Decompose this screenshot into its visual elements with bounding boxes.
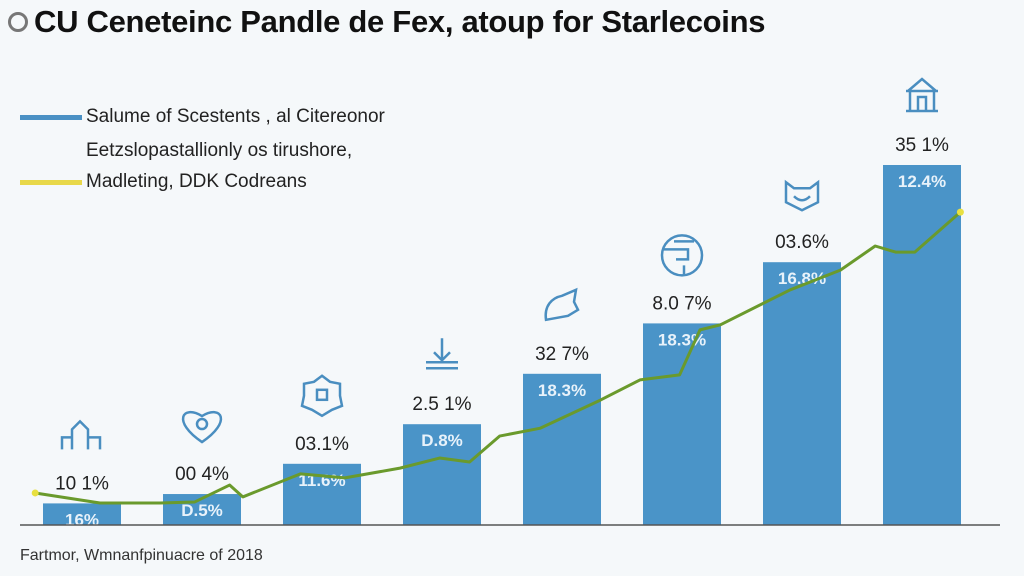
legend-label: Madleting, DDK Codreans	[86, 171, 307, 192]
bar	[283, 463, 361, 525]
bar	[523, 373, 601, 525]
coin-icon	[8, 11, 28, 32]
bar-top-label: 10 1%	[55, 473, 109, 494]
bar-top-label: 35 1%	[895, 135, 949, 156]
gear-coin-icon	[300, 374, 344, 418]
heart-coin-icon	[181, 410, 223, 444]
bar-inside-label: 16%	[65, 510, 99, 529]
bar	[763, 262, 841, 525]
download-icon	[426, 338, 458, 370]
bar-top-label: 03.6%	[775, 232, 829, 253]
buildings-icon	[60, 419, 102, 450]
bar	[883, 165, 961, 525]
bar-top-label: 00 4%	[175, 464, 229, 485]
source-note: Fartmor, Wmnanfpinuacre of 2018	[20, 547, 263, 564]
legend-label: Eetzslopastallionly os tirushore,	[86, 140, 353, 161]
title-text: CU Ceneteinc Pandle de Fex, atoup for St…	[34, 4, 766, 39]
line-endpoint-marker	[956, 208, 964, 216]
bar	[403, 424, 481, 525]
bar-top-label: 32 7%	[535, 344, 589, 365]
chart-title: CU Ceneteinc Pandle de Fex, atoup for St…	[6, 4, 766, 40]
bar-top-label: 8.0 7%	[652, 293, 711, 314]
bar-top-label: 03.1%	[295, 434, 349, 455]
bar-inside-label: 18.3%	[538, 381, 586, 400]
line-endpoint-marker	[31, 489, 39, 497]
legend-swatch-blue	[20, 114, 82, 120]
legend-label: Salume of Scestents , al Citereonor	[86, 106, 385, 127]
bar-inside-label: D.5%	[181, 501, 223, 520]
bar	[643, 323, 721, 525]
legend-item-bars: Salume of Scestents , al Citereonor	[20, 106, 385, 128]
legend-swatch-yellow	[20, 179, 82, 185]
bar-inside-label: 12.4%	[898, 172, 946, 191]
bank-icon	[906, 77, 938, 113]
globe-icon	[660, 234, 704, 277]
bar-inside-label: 16.8%	[778, 269, 826, 288]
legend-item-text: Eetzslopastallionly os tirushore,	[86, 140, 352, 162]
bar	[43, 503, 121, 525]
shield-icon	[784, 179, 820, 212]
bar-top-label: 2.5 1%	[412, 394, 471, 415]
hand-coin-icon	[544, 287, 580, 322]
legend-item-line: Madleting, DDK Codreans	[20, 171, 307, 193]
bar-inside-label: D.8%	[421, 431, 463, 450]
line-series	[34, 211, 962, 505]
